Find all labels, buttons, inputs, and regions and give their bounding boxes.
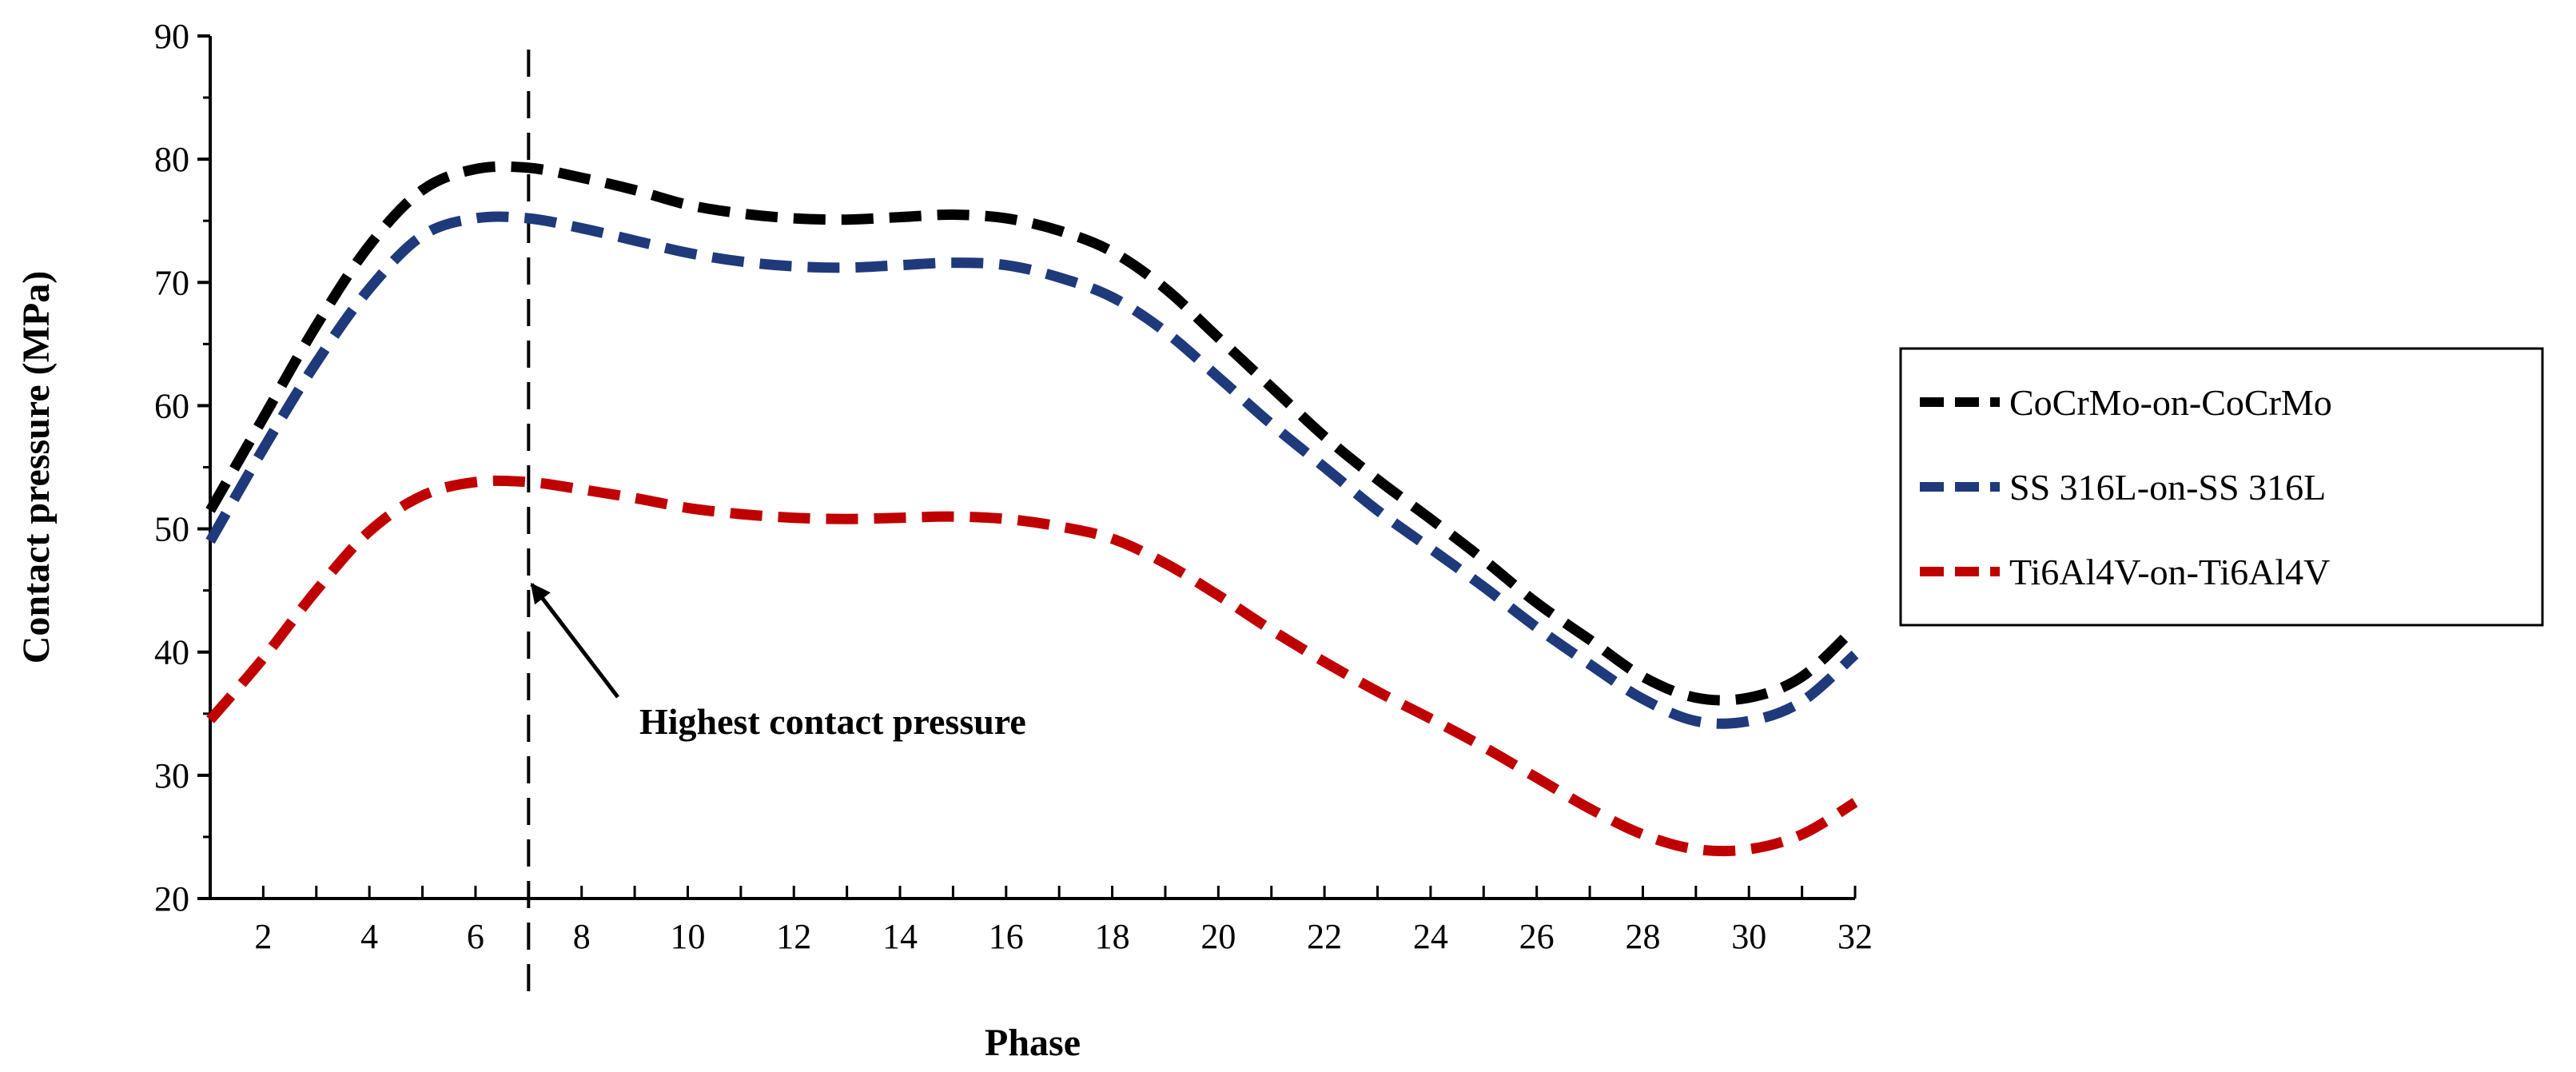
y-tick-label: 50 bbox=[154, 510, 189, 549]
legend-box bbox=[1899, 347, 2544, 627]
x-tick-label: 12 bbox=[776, 917, 811, 956]
legend-label-ss316l: SS 316L-on-SS 316L bbox=[2009, 467, 2326, 508]
x-tick-label: 26 bbox=[1519, 917, 1555, 956]
x-axis-title: Phase bbox=[985, 1022, 1081, 1064]
legend-label-cocrmo: CoCrMo-on-CoCrMo bbox=[2009, 382, 2332, 423]
x-tick-label: 14 bbox=[882, 917, 918, 956]
annotation-arrow bbox=[530, 582, 619, 699]
y-tick-label: 30 bbox=[154, 756, 189, 795]
y-tick-label: 40 bbox=[154, 633, 189, 672]
x-tick-label: 18 bbox=[1095, 917, 1130, 956]
x-tick-label: 20 bbox=[1200, 917, 1236, 956]
series-lines bbox=[205, 161, 1859, 857]
legend-item-cocrmo: CoCrMo-on-CoCrMo bbox=[1920, 382, 2332, 423]
y-tick-label: 90 bbox=[154, 17, 189, 56]
y-axis: 20 30 40 50 60 70 80 90 bbox=[154, 17, 212, 919]
legend-item-ss316l: SS 316L-on-SS 316L bbox=[1920, 467, 2326, 508]
x-tick-label: 28 bbox=[1625, 917, 1660, 956]
x-tick-label: 6 bbox=[467, 917, 484, 956]
x-axis: 2 4 6 8 10 12 14 16 18 20 22 24 26 28 30 32 bbox=[209, 886, 1873, 956]
x-tick-label: 2 bbox=[254, 917, 272, 956]
y-tick-label: 60 bbox=[154, 386, 189, 425]
x-tick-label: 8 bbox=[573, 917, 591, 956]
legend-item-ti6al4v: Ti6Al4V-on-Ti6Al4V bbox=[1920, 552, 2330, 592]
x-tick-label: 30 bbox=[1731, 917, 1766, 956]
x-tick-label: 32 bbox=[1837, 917, 1873, 956]
series-ti6al4v-line bbox=[206, 475, 1858, 857]
annotation: Highest contact pressure bbox=[530, 582, 1026, 742]
series-cocrmo-line bbox=[205, 161, 1859, 706]
legend: CoCrMo-on-CoCrMo SS 316L-on-SS 316L Ti6A… bbox=[1899, 347, 2544, 627]
series-ss316l-line bbox=[205, 211, 1859, 729]
x-tick-label: 24 bbox=[1413, 917, 1448, 956]
y-tick-label: 80 bbox=[154, 140, 189, 179]
x-tick-label: 22 bbox=[1307, 917, 1342, 956]
x-tick-label: 4 bbox=[360, 917, 378, 956]
y-axis-title: Contact pressure (MPa) bbox=[15, 271, 58, 664]
y-tick-label: 70 bbox=[154, 263, 189, 302]
y-tick-label: 20 bbox=[154, 879, 189, 919]
x-tick-label: 16 bbox=[989, 917, 1024, 956]
legend-label-ti6al4v: Ti6Al4V-on-Ti6Al4V bbox=[2009, 552, 2330, 592]
annotation-label: Highest contact pressure bbox=[639, 701, 1026, 742]
x-tick-label: 10 bbox=[670, 917, 705, 956]
